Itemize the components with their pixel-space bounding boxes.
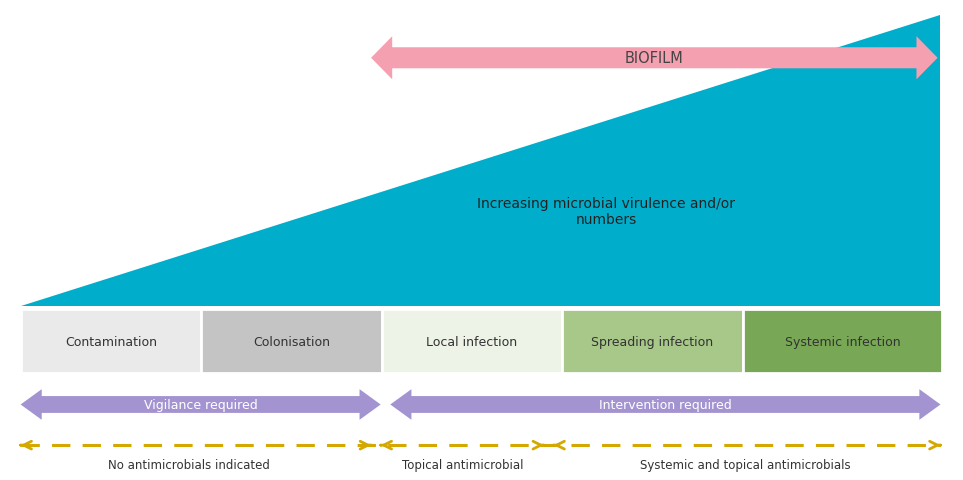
- Text: Spreading infection: Spreading infection: [591, 335, 714, 348]
- Text: Contamination: Contamination: [65, 335, 157, 348]
- Text: Topical antimicrobial: Topical antimicrobial: [402, 458, 523, 471]
- Text: Increasing microbial virulence and/or
numbers: Increasing microbial virulence and/or nu…: [478, 196, 736, 227]
- Polygon shape: [20, 389, 380, 420]
- Polygon shape: [390, 389, 941, 420]
- Text: Intervention required: Intervention required: [599, 398, 732, 411]
- Text: No antimicrobials indicated: No antimicrobials indicated: [108, 458, 270, 471]
- Bar: [201, 309, 381, 373]
- Text: Colonisation: Colonisation: [253, 335, 330, 348]
- Polygon shape: [371, 37, 938, 80]
- Text: Vigilance required: Vigilance required: [143, 398, 257, 411]
- Text: Systemic and topical antimicrobials: Systemic and topical antimicrobials: [640, 458, 851, 471]
- Bar: [562, 309, 742, 373]
- Bar: [20, 309, 201, 373]
- Text: BIOFILM: BIOFILM: [625, 51, 684, 66]
- Polygon shape: [20, 16, 941, 307]
- Bar: [381, 309, 562, 373]
- Text: Local infection: Local infection: [427, 335, 517, 348]
- Text: Systemic infection: Systemic infection: [785, 335, 900, 348]
- Bar: [742, 309, 943, 373]
